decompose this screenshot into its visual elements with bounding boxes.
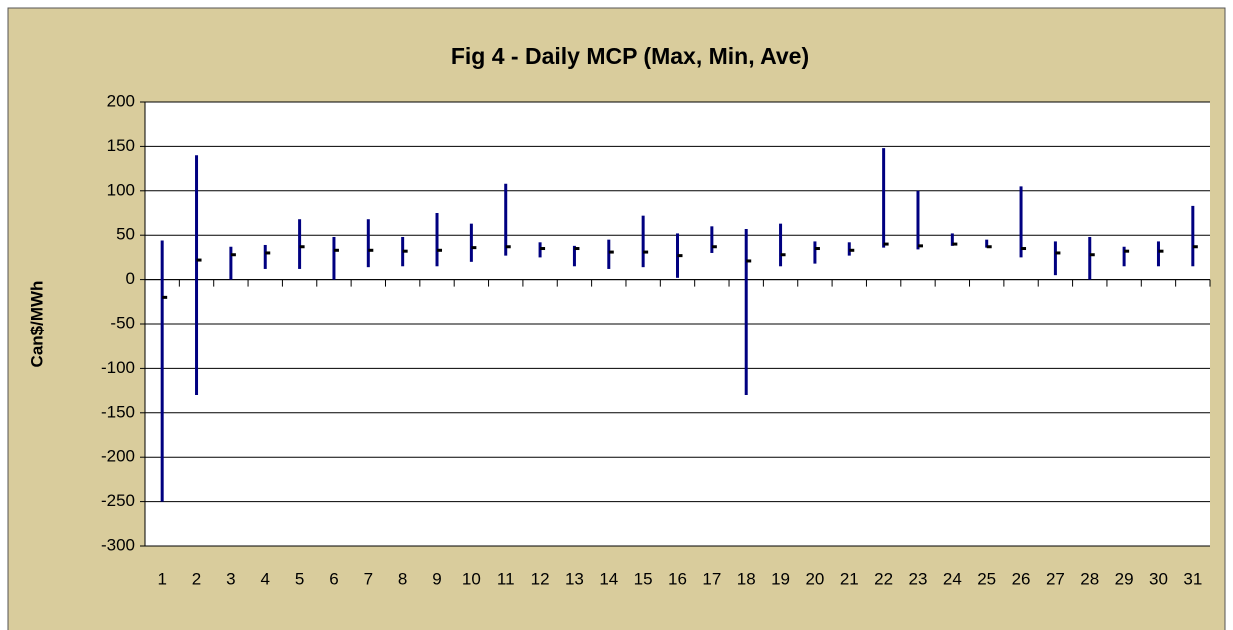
y-tick-label: -250 (101, 491, 135, 510)
y-axis-title: Can$/MWh (27, 281, 46, 368)
chart-title: Fig 4 - Daily MCP (Max, Min, Ave) (451, 43, 809, 69)
x-tick-label: 3 (226, 569, 235, 588)
y-tick-label: 150 (107, 136, 135, 155)
x-tick-label: 12 (531, 569, 550, 588)
x-tick-label: 19 (771, 569, 790, 588)
x-tick-label: 8 (398, 569, 407, 588)
x-tick-label: 27 (1046, 569, 1065, 588)
x-tick-label: 23 (909, 569, 928, 588)
x-tick-label: 2 (192, 569, 201, 588)
y-tick-label: 0 (126, 269, 135, 288)
x-tick-label: 5 (295, 569, 304, 588)
x-tick-label: 9 (432, 569, 441, 588)
x-tick-label: 17 (702, 569, 721, 588)
x-tick-label: 18 (737, 569, 756, 588)
y-tick-label: 50 (116, 225, 135, 244)
x-tick-label: 4 (261, 569, 270, 588)
x-tick-label: 10 (462, 569, 481, 588)
x-tick-label: 30 (1149, 569, 1168, 588)
y-tick-label: -150 (101, 402, 135, 421)
x-tick-label: 13 (565, 569, 584, 588)
x-tick-label: 1 (157, 569, 166, 588)
y-tick-label: 200 (107, 91, 135, 110)
y-tick-label: -200 (101, 447, 135, 466)
x-tick-label: 15 (634, 569, 653, 588)
y-tick-label: -300 (101, 535, 135, 554)
x-tick-label: 28 (1080, 569, 1099, 588)
x-tick-label: 21 (840, 569, 859, 588)
x-tick-label: 22 (874, 569, 893, 588)
x-tick-label: 24 (943, 569, 962, 588)
x-tick-label: 25 (977, 569, 996, 588)
x-tick-label: 26 (1012, 569, 1031, 588)
y-tick-label: -50 (110, 313, 135, 332)
y-tick-label: -100 (101, 358, 135, 377)
x-tick-label: 6 (329, 569, 338, 588)
x-tick-label: 11 (497, 569, 515, 588)
x-tick-label: 14 (599, 569, 618, 588)
x-tick-label: 31 (1183, 569, 1202, 588)
x-tick-label: 20 (805, 569, 824, 588)
x-tick-label: 16 (668, 569, 687, 588)
x-tick-label: 7 (364, 569, 373, 588)
y-tick-label: 100 (107, 180, 135, 199)
x-tick-label: 29 (1115, 569, 1134, 588)
